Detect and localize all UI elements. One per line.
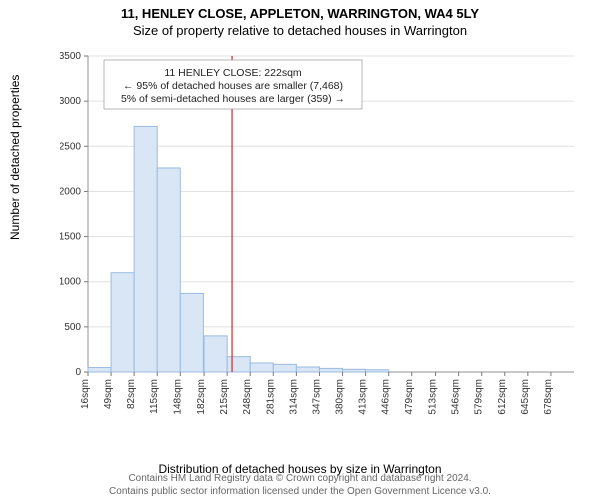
svg-text:347sqm: 347sqm (311, 379, 322, 415)
histogram-bar (273, 364, 296, 372)
page-title: 11, HENLEY CLOSE, APPLETON, WARRINGTON, … (0, 0, 600, 21)
svg-text:281sqm: 281sqm (265, 379, 276, 415)
histogram-plot: 0 500 1000 1500 2000 2500 3000 3500 16sqm 49sqm 82… (60, 50, 580, 430)
svg-text:546sqm: 546sqm (451, 379, 462, 415)
svg-text:5% of semi-detached houses are: 5% of semi-detached houses are larger (3… (121, 93, 345, 105)
svg-text:215sqm: 215sqm (219, 379, 230, 415)
svg-text:579sqm: 579sqm (474, 379, 485, 415)
histogram-bar (111, 273, 134, 372)
page-subtitle: Size of property relative to detached ho… (0, 21, 600, 42)
y-axis-label: Number of detached properties (8, 75, 22, 240)
histogram-bar (250, 363, 273, 372)
svg-text:413sqm: 413sqm (358, 379, 369, 415)
chart-area: 0 500 1000 1500 2000 2500 3000 3500 16sqm 49sqm 82… (60, 50, 580, 430)
svg-text:500: 500 (64, 322, 81, 333)
histogram-bar (319, 368, 342, 372)
histogram-bar (204, 336, 227, 372)
histogram-bar (296, 367, 319, 372)
svg-text:115sqm: 115sqm (149, 379, 160, 414)
svg-text:612sqm: 612sqm (497, 379, 508, 415)
svg-text:479sqm: 479sqm (404, 379, 415, 415)
footer-line-1: Contains HM Land Registry data © Crown c… (0, 473, 600, 486)
svg-text:148sqm: 148sqm (172, 379, 183, 415)
svg-text:1000: 1000 (60, 277, 81, 288)
svg-text:314sqm: 314sqm (288, 379, 299, 415)
footer-line-2: Contains public sector information licen… (0, 486, 600, 499)
svg-text:1500: 1500 (60, 232, 81, 243)
histogram-bar (134, 126, 157, 372)
marker-info-box: 11 HENLEY CLOSE: 222sqm← 95% of detached… (104, 60, 362, 109)
svg-text:82sqm: 82sqm (126, 379, 137, 409)
svg-text:3000: 3000 (60, 96, 81, 107)
svg-text:2500: 2500 (60, 141, 81, 152)
svg-text:513sqm: 513sqm (428, 379, 439, 415)
histogram-bar (88, 367, 111, 372)
svg-text:678sqm: 678sqm (543, 379, 554, 415)
histogram-bar (366, 370, 389, 372)
svg-text:11 HENLEY CLOSE: 222sqm: 11 HENLEY CLOSE: 222sqm (164, 67, 302, 79)
svg-text:49sqm: 49sqm (103, 379, 114, 409)
histogram-bar (227, 357, 250, 372)
svg-text:182sqm: 182sqm (196, 379, 207, 415)
svg-text:380sqm: 380sqm (335, 379, 346, 415)
svg-text:248sqm: 248sqm (242, 379, 253, 415)
svg-text:16sqm: 16sqm (80, 379, 91, 409)
histogram-bar (180, 293, 203, 372)
svg-text:0: 0 (75, 367, 81, 378)
svg-text:2000: 2000 (60, 186, 81, 197)
footer: Contains HM Land Registry data © Crown c… (0, 473, 600, 498)
histogram-bar (157, 168, 180, 372)
svg-text:3500: 3500 (60, 51, 81, 62)
svg-text:645sqm: 645sqm (520, 379, 531, 415)
svg-text:← 95% of detached houses are s: ← 95% of detached houses are smaller (7,… (123, 80, 343, 92)
svg-text:446sqm: 446sqm (381, 379, 392, 415)
histogram-bar (343, 369, 366, 372)
